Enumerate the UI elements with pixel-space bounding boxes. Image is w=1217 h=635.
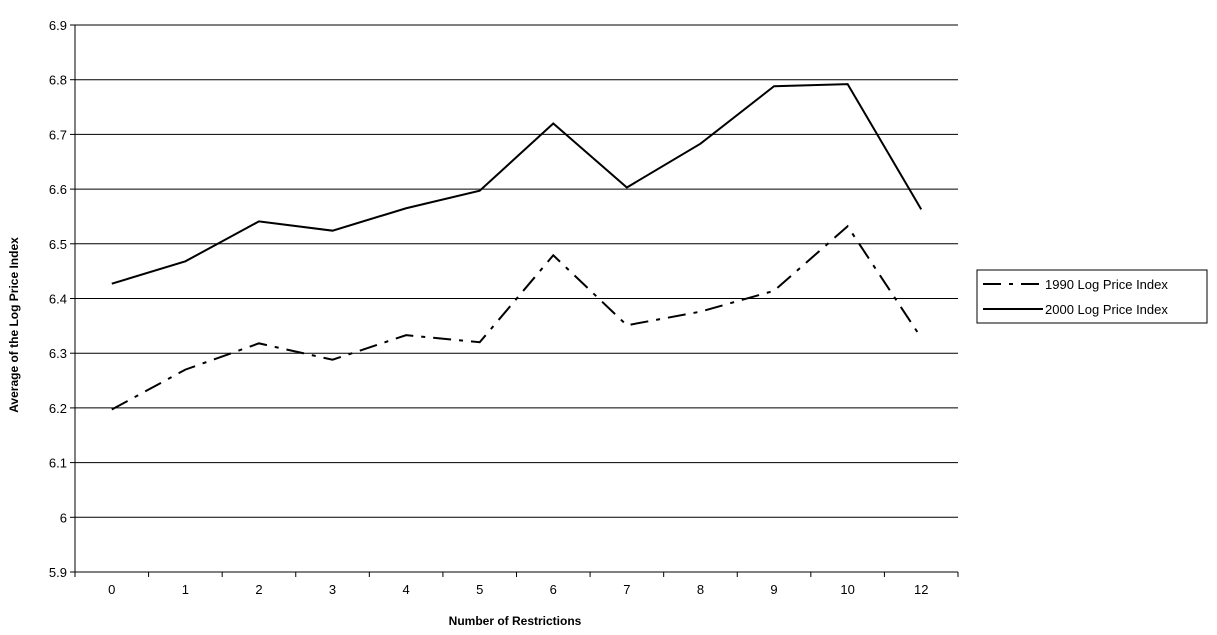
x-tick-label: 8 (697, 582, 704, 597)
x-tick-label: 12 (914, 582, 928, 597)
series-lines (111, 83, 923, 411)
x-tick-label: 5 (476, 582, 483, 597)
y-tick-label: 6.8 (49, 73, 67, 88)
y-tick-labels: 5.9 6 6.1 6.2 6.3 6.4 6.5 6.6 6.7 6.8 6.9 (49, 18, 67, 580)
x-tick-label: 0 (108, 582, 115, 597)
legend-box (976, 269, 1208, 324)
legend: 1990 Log Price Index 2000 Log Price Inde… (976, 269, 1208, 324)
y-tick-label: 6 (60, 510, 67, 525)
series-line-2000 (111, 83, 923, 285)
x-tick-label: 3 (329, 582, 336, 597)
y-tick-label: 6.2 (49, 401, 67, 416)
x-tick-label: 4 (403, 582, 410, 597)
series-line-1990 (111, 224, 923, 411)
x-tick-label: 1 (182, 582, 189, 597)
y-tick-label: 6.9 (49, 18, 67, 33)
axes (70, 24, 959, 577)
y-tick-label: 6.5 (49, 237, 67, 252)
y-tick-label: 6.1 (49, 456, 67, 471)
y-tick-label: 5.9 (49, 565, 67, 580)
y-tick-label: 6.3 (49, 346, 67, 361)
x-tick-label: 6 (550, 582, 557, 597)
x-tick-labels: 0 1 2 3 4 5 6 7 8 9 10 12 (108, 582, 928, 597)
y-axis-title: Average of the Log Price Index (7, 237, 21, 413)
x-tick-label: 7 (623, 582, 630, 597)
legend-label-1990: 1990 Log Price Index (1045, 277, 1168, 292)
y-tick-label: 6.6 (49, 182, 67, 197)
x-tick-label: 10 (840, 582, 854, 597)
gridlines (75, 24, 958, 518)
y-tick-label: 6.7 (49, 127, 67, 142)
x-axis-title: Number of Restrictions (449, 614, 582, 628)
x-tick-label: 9 (770, 582, 777, 597)
y-tick-label: 6.4 (49, 292, 67, 307)
legend-label-2000: 2000 Log Price Index (1045, 302, 1168, 317)
x-tick-label: 2 (255, 582, 262, 597)
